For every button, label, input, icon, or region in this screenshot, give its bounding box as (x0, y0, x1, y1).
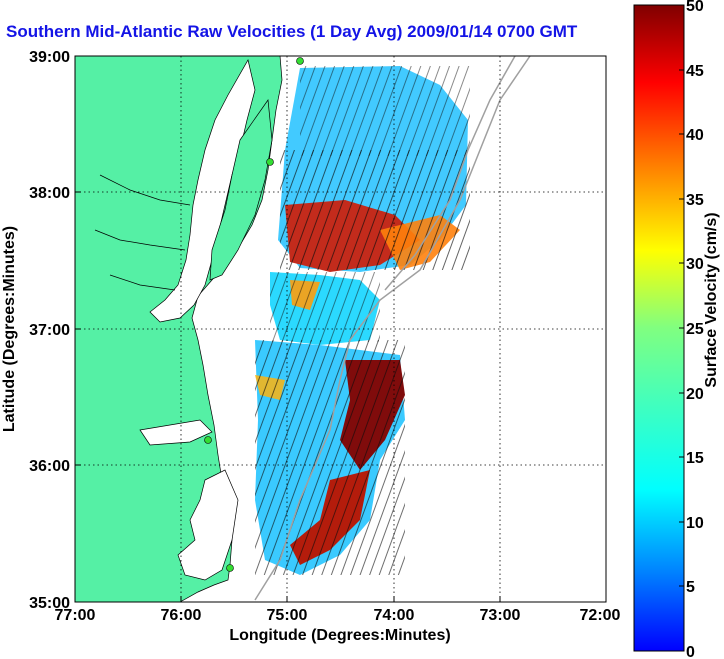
y-tick-label: 39:00 (29, 49, 70, 66)
colorbar-tick-label: 20 (686, 386, 704, 403)
colorbar-tick-label: 10 (686, 515, 704, 532)
map-title: Southern Mid-Atlantic Raw Velocities (1 … (6, 22, 578, 41)
colorbar-tick-label: 5 (686, 579, 695, 596)
pamlico-sound (177, 469, 239, 581)
colorbar-tick-label: 40 (686, 127, 704, 144)
bathymetry-contour-2 (384, 56, 516, 291)
hf-radar-stations (204, 57, 304, 572)
x-tick-label: 76:00 (161, 607, 202, 624)
station-marker (266, 158, 274, 166)
x-tick-label: 77:00 (55, 607, 96, 624)
grid-lines (75, 56, 606, 602)
colorbar-tick-label: 15 (686, 450, 704, 467)
tidal-river-1 (99, 174, 191, 206)
colorbar-label: Surface Velocity (cm/s) (703, 212, 720, 387)
tidal-river-3 (109, 274, 176, 291)
x-tick-label: 74:00 (374, 607, 415, 624)
y-tick-label: 38:00 (29, 185, 70, 202)
x-tick-label: 72:00 (580, 607, 621, 624)
y-axis-label: Latitude (Degrees:Minutes) (1, 226, 18, 432)
x-tick-label: 75:00 (267, 607, 308, 624)
station-marker (226, 564, 234, 572)
colorbar-tick-label: 25 (686, 321, 704, 338)
tidal-river-2 (94, 229, 186, 251)
colorbar-tick-label: 0 (686, 644, 695, 659)
colorbar-tick-label: 50 (686, 0, 704, 15)
x-axis-label: Longitude (Degrees:Minutes) (229, 627, 450, 644)
velocity-field (255, 66, 470, 575)
station-marker (296, 57, 304, 65)
station-marker (204, 436, 212, 444)
colorbar-tick-label: 35 (686, 192, 704, 209)
x-tick-label: 73:00 (480, 607, 521, 624)
colorbar (633, 4, 685, 652)
colorbar-tick-label: 30 (686, 256, 704, 273)
albemarle-sound (139, 419, 213, 446)
y-tick-label: 36:00 (29, 458, 70, 475)
bathymetry-contour-1 (254, 56, 531, 601)
y-tick-label: 37:00 (29, 322, 70, 339)
y-tick-label: 35:00 (29, 595, 70, 612)
delmarva-peninsula (209, 99, 273, 281)
colorbar-tick-label: 45 (686, 63, 704, 80)
